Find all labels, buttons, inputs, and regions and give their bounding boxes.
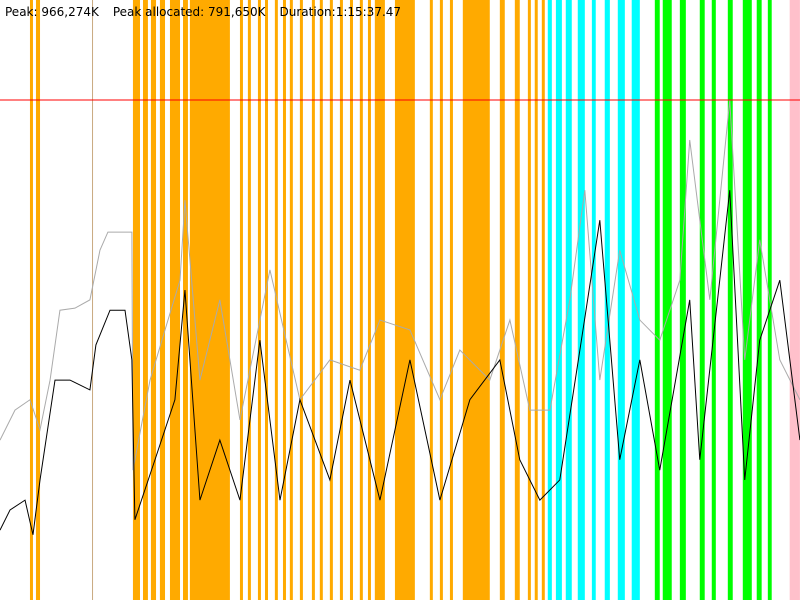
- band-orange: [374, 0, 385, 600]
- band-tan: [92, 0, 94, 600]
- band-pink: [789, 0, 800, 600]
- band-orange: [189, 0, 230, 600]
- band-cyan: [555, 0, 562, 600]
- peak-allocated-label: Peak allocated: 791,650K: [112, 5, 266, 19]
- band-orange: [132, 0, 140, 600]
- band-orange: [514, 0, 520, 600]
- band-orange: [367, 0, 371, 600]
- band-green: [654, 0, 660, 600]
- band-orange: [169, 0, 181, 600]
- band-cyan: [617, 0, 625, 600]
- band-orange: [29, 0, 33, 600]
- band-orange: [274, 0, 278, 600]
- band-orange: [429, 0, 433, 600]
- band-orange: [439, 0, 443, 600]
- event-bands: [29, 0, 800, 600]
- band-orange: [349, 0, 353, 600]
- band-orange: [534, 0, 538, 600]
- band-green: [742, 0, 752, 600]
- band-orange: [282, 0, 286, 600]
- band-green: [756, 0, 762, 600]
- band-cyan: [577, 0, 585, 600]
- band-orange: [319, 0, 323, 600]
- band-orange: [449, 0, 453, 600]
- band-orange: [527, 0, 531, 600]
- band-orange: [462, 0, 490, 600]
- band-orange: [264, 0, 268, 600]
- band-orange: [239, 0, 243, 600]
- peak-label: Peak: 966,274K: [5, 5, 99, 19]
- band-orange: [35, 0, 41, 600]
- band-orange: [311, 0, 315, 600]
- band-orange: [257, 0, 261, 600]
- band-orange: [289, 0, 293, 600]
- band-green: [711, 0, 716, 600]
- band-orange: [541, 0, 545, 600]
- band-cyan: [547, 0, 552, 600]
- band-orange: [499, 0, 505, 600]
- band-cyan: [565, 0, 572, 600]
- band-green: [662, 0, 672, 600]
- band-orange: [159, 0, 166, 600]
- band-orange: [394, 0, 415, 600]
- band-orange: [359, 0, 363, 600]
- band-green: [679, 0, 686, 600]
- band-orange: [329, 0, 333, 600]
- band-green: [699, 0, 705, 600]
- used-series-line: [0, 190, 800, 535]
- band-cyan: [631, 0, 640, 600]
- band-green: [727, 0, 733, 600]
- allocated-series-line: [0, 100, 800, 471]
- memory-series: [0, 100, 800, 535]
- band-orange: [150, 0, 157, 600]
- band-orange: [247, 0, 251, 600]
- chart-header: Peak: 966,274K Peak allocated: 791,650K Du…: [5, 5, 415, 19]
- band-orange: [142, 0, 148, 600]
- band-orange: [339, 0, 343, 600]
- duration-label: Duration:1:15:37.47: [279, 5, 402, 19]
- band-cyan: [604, 0, 610, 600]
- band-orange: [299, 0, 303, 600]
